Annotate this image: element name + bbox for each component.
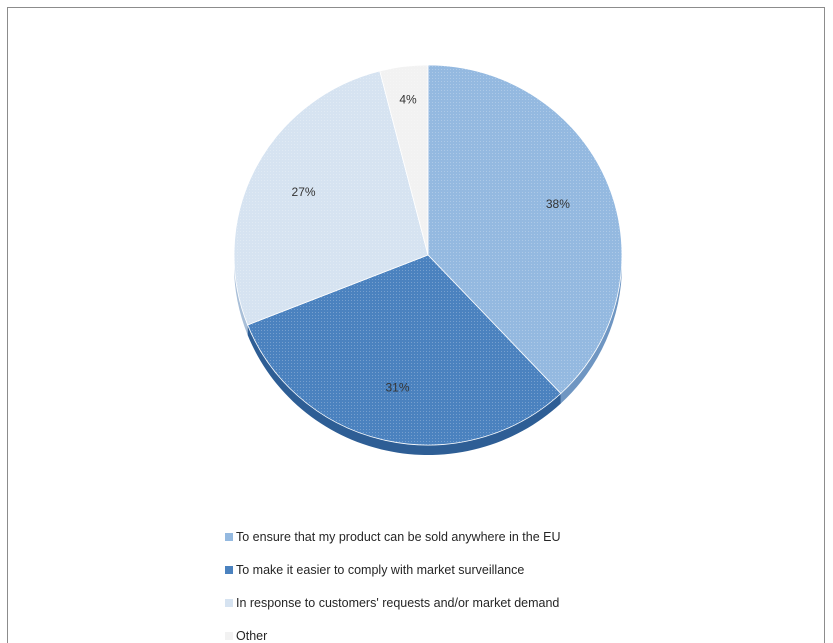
pie-side-to-make-it-easier-to-comply-wi — [247, 324, 561, 455]
legend-swatch-market-surveillance — [225, 566, 233, 574]
legend-label-market-surveillance: To make it easier to comply with market … — [236, 563, 525, 577]
data-label-in-response-to-customers-reque: 27% — [292, 185, 316, 199]
legend-swatch-ensure-sold-eu — [225, 533, 233, 541]
pie-slice-texture-other — [379, 65, 428, 255]
pie-sides — [234, 255, 622, 455]
pie-slice-texture-in-response-to-customers-reque — [233, 70, 428, 325]
legend-label-customer-demand: In response to customers' requests and/o… — [236, 596, 560, 610]
legend-swatch-customer-demand — [225, 599, 233, 607]
legend-label-ensure-sold-eu: To ensure that my product can be sold an… — [236, 530, 561, 544]
data-label-to-make-it-easier-to-comply-wi: 31% — [386, 381, 410, 395]
pie-chart: 38% 31% 27% 4% — [233, 64, 623, 455]
pie-data-labels: 38% 31% 27% 4% — [292, 93, 571, 395]
legend-swatch-other — [225, 632, 233, 640]
pie-slices — [233, 64, 623, 446]
pie-slice-texture-to-make-it-easier-to-comply-wi — [247, 255, 561, 445]
legend-item-ensure-sold-eu: To ensure that my product can be sold an… — [225, 527, 785, 547]
pie-side-in-response-to-customers-reque — [234, 255, 248, 335]
data-label-to-ensure-that-my-product-can-: 38% — [546, 197, 570, 211]
legend: To ensure that my product can be sold an… — [225, 527, 785, 643]
legend-item-customer-demand: In response to customers' requests and/o… — [225, 593, 785, 613]
data-label-other: 4% — [399, 93, 417, 107]
chart-frame: 38% 31% 27% 4% To ensure that my product ca… — [7, 7, 825, 643]
legend-label-other: Other — [236, 629, 268, 643]
legend-item-other: Other — [225, 626, 785, 643]
legend-item-market-surveillance: To make it easier to comply with market … — [225, 560, 785, 580]
pie-slice-texture-to-ensure-that-my-product-can- — [428, 65, 622, 394]
pie-side-to-ensure-that-my-product-can- — [560, 255, 622, 404]
